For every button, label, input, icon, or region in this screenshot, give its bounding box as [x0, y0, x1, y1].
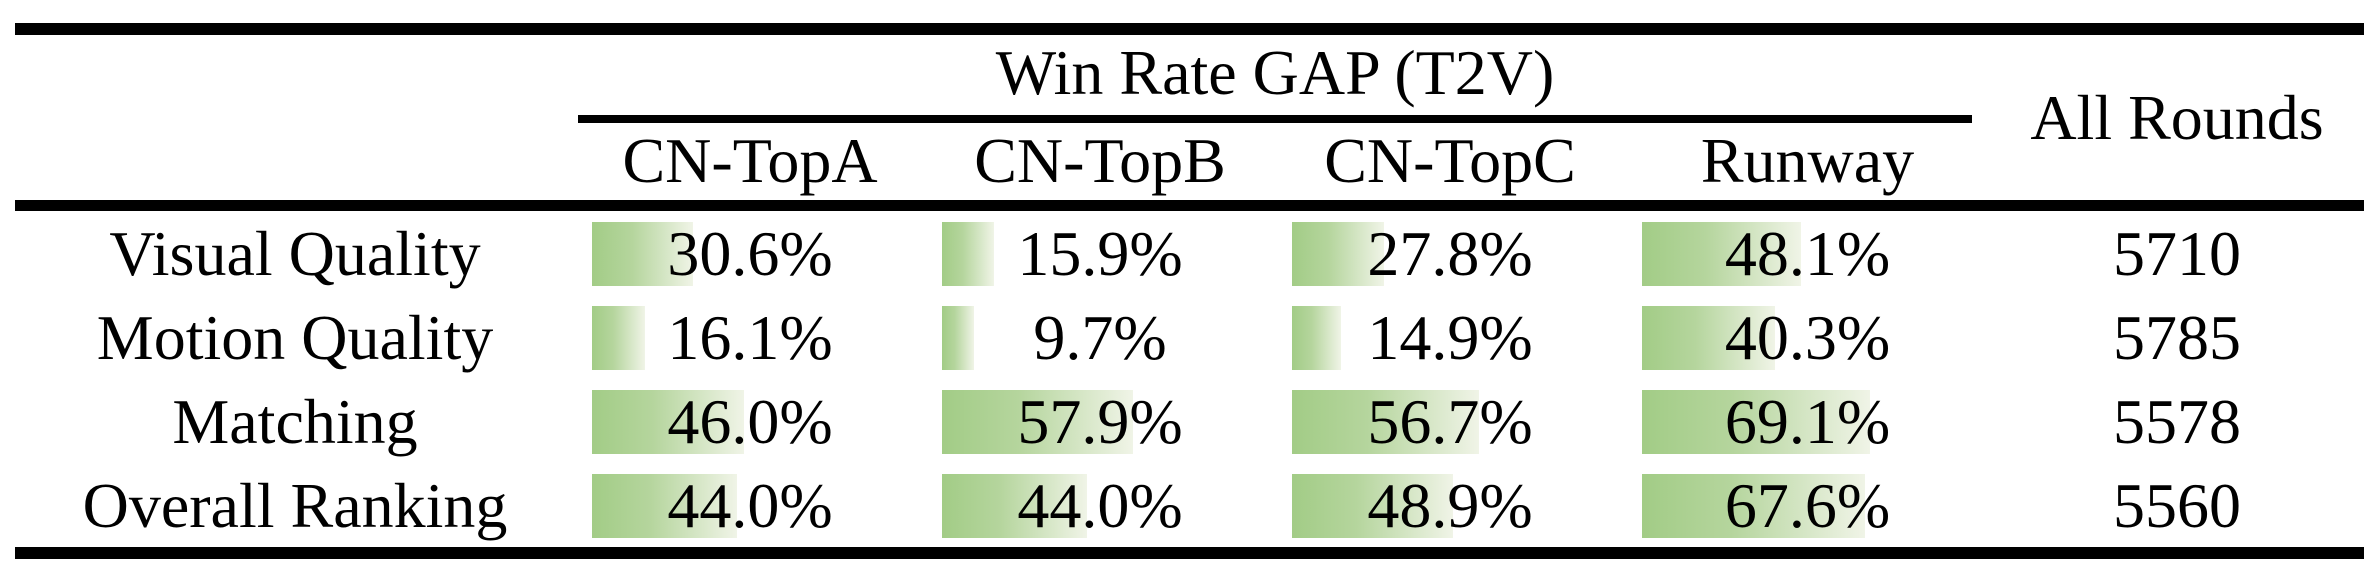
win-rate-bar — [1642, 390, 1871, 454]
win-rate-cell: 27.8% — [1275, 212, 1625, 296]
win-rate-cell: 14.9% — [1275, 296, 1625, 380]
win-rate-cell: 69.1% — [1625, 380, 1990, 464]
win-rate-cell: 57.9% — [925, 380, 1275, 464]
win-rate-value: 67.6% — [1724, 470, 1891, 541]
win-rate-cell: 56.7% — [1275, 380, 1625, 464]
win-rate-cell: 40.3% — [1625, 296, 1990, 380]
group-header-win-rate-gap: Win Rate GAP (T2V) — [995, 37, 1555, 108]
table-row-motion-quality: Motion Quality 16.1% 9.7% 14.9% 40.3% 57… — [0, 296, 2376, 380]
win-rate-value: 46.0% — [667, 386, 833, 457]
win-rate-bar — [1292, 222, 1384, 286]
win-rate-cell: 48.1% — [1625, 212, 1990, 296]
win-rate-value: 40.3% — [1724, 302, 1891, 373]
win-rate-value: 9.7% — [1033, 302, 1167, 373]
all-rounds-value: 5785 — [2113, 302, 2241, 373]
table-row-visual-quality: Visual Quality 30.6% 15.9% 27.8% 48.1% 5… — [0, 212, 2376, 296]
win-rate-bar — [1642, 222, 1801, 286]
win-rate-bar — [942, 306, 974, 370]
win-rate-cell: 16.1% — [575, 296, 925, 380]
win-rate-bar — [942, 390, 1134, 454]
win-rate-bar — [942, 474, 1088, 538]
win-rate-value: 48.1% — [1724, 218, 1891, 289]
win-rate-value: 44.0% — [1017, 470, 1183, 541]
win-rate-value: 44.0% — [667, 470, 833, 541]
win-rate-cell: 44.0% — [575, 464, 925, 548]
win-rate-value: 57.9% — [1017, 386, 1183, 457]
column-header-cn-topa: CN-TopA — [622, 124, 878, 196]
win-rate-value: 30.6% — [667, 218, 833, 289]
win-rate-value: 15.9% — [1017, 218, 1183, 289]
win-rate-cell: 9.7% — [925, 296, 1275, 380]
win-rate-cell: 48.9% — [1275, 464, 1625, 548]
win-rate-bar — [592, 390, 744, 454]
win-rate-bar — [1642, 306, 1775, 370]
win-rate-value: 56.7% — [1367, 386, 1533, 457]
table-row-overall-ranking: Overall Ranking 44.0% 44.0% 48.9% 67.6% … — [0, 464, 2376, 548]
win-rate-cell: 67.6% — [1625, 464, 1990, 548]
win-rate-bar — [592, 474, 738, 538]
win-rate-bar — [592, 222, 693, 286]
row-label: Overall Ranking — [82, 470, 508, 541]
win-rate-value: 16.1% — [667, 302, 833, 373]
win-rate-cell: 46.0% — [575, 380, 925, 464]
all-rounds-value: 5578 — [2113, 386, 2241, 457]
row-label: Matching — [172, 386, 418, 457]
win-rate-bar — [1292, 390, 1480, 454]
table-row-matching: Matching 46.0% 57.9% 56.7% 69.1% 5578 — [0, 380, 2376, 464]
header-body-separator-rule — [15, 200, 2364, 211]
win-rate-value: 69.1% — [1724, 386, 1891, 457]
win-rate-value: 27.8% — [1367, 218, 1533, 289]
column-header-cn-topb: CN-TopB — [974, 124, 1226, 196]
column-header-runway: Runway — [1700, 124, 1915, 196]
win-rate-cell: 30.6% — [575, 212, 925, 296]
win-rate-value: 14.9% — [1367, 302, 1533, 373]
table-top-rule — [15, 23, 2364, 35]
row-label: Motion Quality — [96, 302, 494, 373]
row-label: Visual Quality — [109, 218, 481, 289]
all-rounds-value: 5560 — [2113, 470, 2241, 541]
model-header-row: CN-TopA CN-TopB CN-TopC Runway — [0, 121, 2376, 200]
table-bottom-rule — [15, 547, 2364, 559]
win-rate-value: 48.9% — [1367, 470, 1533, 541]
column-header-all-rounds: All Rounds — [2030, 81, 2324, 153]
win-rate-bar — [592, 306, 646, 370]
win-rate-cell: 44.0% — [925, 464, 1275, 548]
win-rate-cell: 15.9% — [925, 212, 1275, 296]
win-rate-bar — [1292, 306, 1342, 370]
win-rate-bar — [1642, 474, 1866, 538]
all-rounds-value: 5710 — [2113, 218, 2241, 289]
win-rate-bar — [942, 222, 995, 286]
column-header-cn-topc: CN-TopC — [1324, 124, 1576, 196]
group-header-underline — [578, 115, 1972, 123]
win-rate-bar — [1292, 474, 1454, 538]
